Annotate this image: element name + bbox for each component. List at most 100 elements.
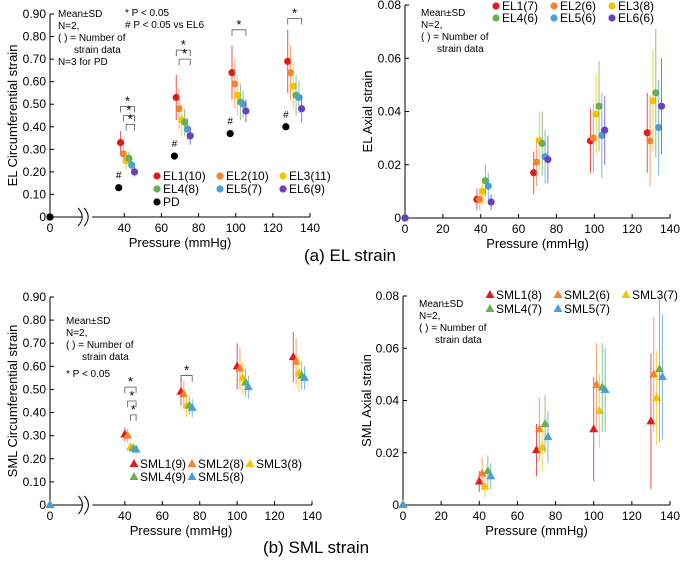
x-axis-label: Pressure (mmHg) [130, 523, 233, 538]
data-point [181, 118, 189, 126]
data-point [595, 102, 603, 110]
series-EL3(8) [401, 50, 657, 222]
data-point [175, 105, 183, 113]
y-tick-label: 0 [392, 498, 399, 512]
note-text: ( ) = Number of [419, 323, 487, 334]
data-point [643, 129, 651, 137]
legend-marker [279, 185, 287, 193]
significance-bracket [175, 49, 191, 57]
data-point [183, 125, 192, 133]
y-tick-label: 0.60 [23, 359, 47, 373]
significance-star: * [126, 103, 131, 118]
significance-bracket [130, 414, 137, 421]
x-tick-label: 60 [155, 221, 169, 235]
x-tick-label: 40 [474, 222, 488, 236]
x-tick-label: 140 [660, 222, 680, 236]
legend-label: SML5(7) [564, 302, 610, 316]
significance-bracket [125, 124, 135, 131]
significance-bracket [287, 18, 303, 25]
series-SML5(7) [398, 314, 667, 508]
legend-marker [129, 459, 139, 467]
data-point [589, 424, 599, 433]
significance-star: * [129, 388, 134, 403]
data-point [486, 471, 496, 480]
legend-label: SML2(6) [564, 288, 610, 302]
data-point [601, 126, 609, 134]
caption-el-strain: (a) EL strain [304, 246, 396, 265]
y-tick-label: 0 [39, 210, 46, 224]
data-point [652, 392, 662, 401]
data-point [655, 123, 663, 132]
x-tick-label: 20 [436, 222, 450, 236]
note-text: N=2, [58, 21, 79, 32]
y-tick-label: 0.70 [23, 336, 47, 350]
data-point [231, 80, 239, 88]
legend-label: EL1(7) [502, 0, 538, 13]
hash-mark: # [283, 110, 289, 121]
significance-bracket [231, 29, 247, 36]
significance-star: * [182, 46, 187, 61]
x-tick-label: 140 [660, 509, 680, 523]
significance-star: * [181, 37, 186, 52]
legend-marker [550, 2, 558, 10]
data-point [532, 445, 541, 454]
data-point [179, 389, 189, 398]
axis-break-mark [77, 207, 83, 227]
note-text: ( ) = Number of [58, 33, 126, 44]
y-tick-label: 0.02 [376, 446, 400, 460]
data-point [594, 405, 604, 414]
axis-break-mark [78, 495, 83, 515]
data-point [123, 430, 133, 439]
data-point [646, 416, 656, 425]
x-tick-label: 120 [622, 222, 642, 236]
x-axis-label: Pressure (mmHg) [129, 235, 232, 250]
chart-sml_axial: 0 0.02 0.04 0.06 0.08 0 20 40 60 80 100 120 140 Press… [359, 288, 680, 538]
legend-marker [279, 172, 287, 180]
data-point [170, 152, 179, 160]
legend-marker [550, 14, 558, 22]
x-tick-label: 60 [512, 222, 526, 236]
y-axis-label: SML Circumferential strain [5, 325, 20, 478]
chart-el_axial: 0 0.02 0.04 0.06 0.08 0 20 40 60 80 100 120 140 Press… [360, 0, 680, 251]
x-tick-label: 140 [300, 221, 320, 235]
series-SML5(8) [45, 366, 310, 508]
chart-sml_circ: 0 0.10 0.20 0.30 0.40 0.50 0.60 0.70 0.80 0.90 0 40… [5, 290, 322, 538]
data-point [243, 382, 253, 391]
y-tick-label: 0.90 [23, 290, 47, 304]
legend-label: EL2(6) [560, 0, 596, 13]
data-point [598, 131, 606, 140]
data-point [300, 372, 310, 381]
legend-marker [245, 459, 255, 467]
y-tick-label: 0.30 [23, 142, 47, 156]
data-point [592, 379, 602, 388]
data-point [172, 93, 180, 102]
y-tick-label: 0.10 [23, 475, 47, 489]
y-tick-label: 0.06 [378, 51, 402, 65]
note-text: N=3 for PD [58, 57, 108, 68]
legend-label: EL1(10) [163, 169, 206, 183]
note-text: strain data [437, 44, 484, 55]
data-point [481, 177, 490, 185]
legend-label: EL4(6) [502, 11, 538, 25]
legend-marker [553, 290, 563, 298]
data-point [646, 137, 654, 145]
x-tick-label: 40 [118, 509, 132, 523]
legend-label: EL6(6) [618, 11, 654, 25]
data-point [233, 91, 242, 99]
x-tick-label: 0 [402, 222, 409, 236]
y-tick-label: 0.06 [376, 341, 400, 355]
significance-bracket [180, 375, 193, 382]
x-axis-label: Pressure (mmHg) [485, 523, 588, 538]
significance-bracket [127, 400, 137, 407]
x-tick-label: 80 [192, 221, 206, 235]
data-point [282, 123, 290, 131]
axis-break-mark [83, 207, 89, 227]
series-PD [46, 123, 290, 221]
y-axis-label: EL Circumferential strain [5, 45, 20, 187]
y-tick-label: 0.10 [23, 187, 47, 201]
legend-marker [216, 185, 224, 193]
legend-marker [187, 459, 197, 467]
data-point [125, 154, 133, 162]
y-tick-label: 0.80 [23, 313, 47, 327]
data-point [540, 419, 550, 428]
